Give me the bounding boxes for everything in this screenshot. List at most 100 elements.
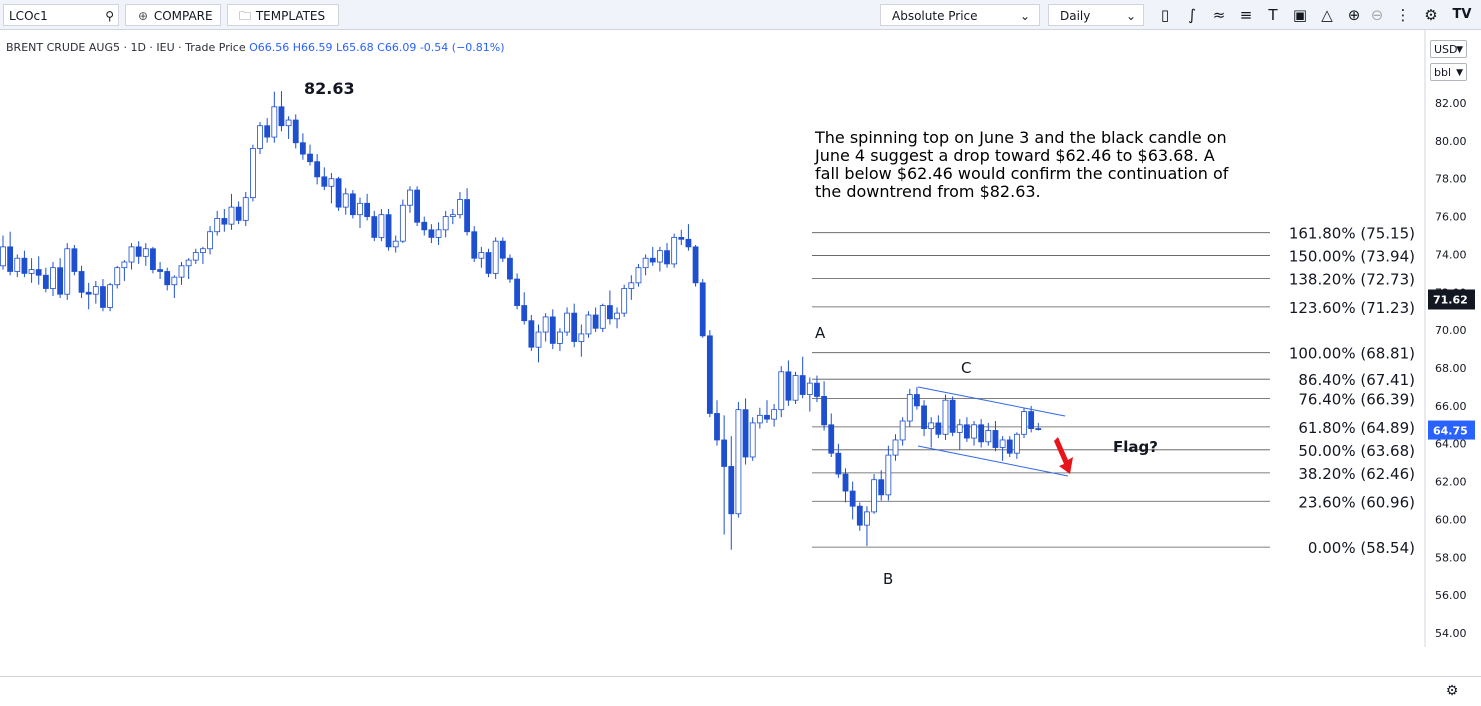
y-tick-label: 70.00 <box>1435 324 1467 337</box>
candle-body <box>321 176 328 187</box>
candle-body <box>78 271 85 293</box>
compare-label: COMPARE <box>153 9 213 23</box>
templates-button[interactable]: 🗀 TEMPLATES <box>227 4 339 26</box>
candle-body <box>564 312 570 333</box>
candle-body <box>85 291 92 295</box>
fib-level-label: 61.80% (64.89) <box>1298 419 1415 437</box>
candle-body <box>785 371 792 401</box>
y-tick-label: 62.00 <box>1435 476 1467 489</box>
candle-body <box>728 466 735 515</box>
candle-body <box>178 265 185 278</box>
candle-body <box>978 424 985 443</box>
candle-body <box>849 490 856 507</box>
candle-body <box>649 257 656 263</box>
candle-body <box>42 274 49 289</box>
candle-body <box>656 250 663 263</box>
candle-body <box>92 286 99 295</box>
candle-body <box>706 335 713 414</box>
y-tick-label: 56.00 <box>1435 589 1467 602</box>
candle-body <box>835 452 842 475</box>
y-tick-label: 68.00 <box>1435 362 1467 375</box>
currency-select[interactable]: USD ▼ <box>1430 40 1467 58</box>
fib-level-label: 86.40% (67.41) <box>1298 371 1415 389</box>
candle-body <box>435 229 442 238</box>
price-chart[interactable]: 82.0080.0078.0076.0074.0072.0070.0068.00… <box>0 30 1481 676</box>
candle-body <box>14 257 21 272</box>
candle-body <box>956 424 963 433</box>
candle-body <box>949 399 956 433</box>
candle-body <box>499 240 506 259</box>
fib-level-label: 161.80% (75.15) <box>1289 225 1415 243</box>
candle-body <box>50 267 56 289</box>
candle-body <box>749 422 756 458</box>
candle-body <box>671 237 678 265</box>
candle-body <box>842 473 849 492</box>
plus-circle-icon: ⊕ <box>137 9 149 23</box>
candle-body <box>100 286 106 308</box>
indicator-icon[interactable]: ∫ <box>1188 6 1196 24</box>
candle-body <box>171 276 178 286</box>
y-tick-label: 76.00 <box>1435 211 1467 224</box>
top-toolbar: LCOc1 ⚲ ⊕ COMPARE 🗀 TEMPLATES Absolute P… <box>0 0 1481 30</box>
wave-icon[interactable]: ≈ <box>1212 6 1226 24</box>
candle-body <box>714 413 720 441</box>
candles-icon[interactable]: ▯ <box>1160 6 1170 24</box>
candle-body <box>985 430 992 443</box>
candle-body <box>57 267 64 295</box>
zoom-out-icon[interactable]: ⊖ <box>1370 6 1384 24</box>
candle-body <box>385 214 392 248</box>
compare-button[interactable]: ⊕ COMPARE <box>125 4 221 26</box>
flag-lower-line <box>917 445 1069 477</box>
candle-body <box>342 193 349 208</box>
candle-body <box>621 288 628 314</box>
candle-body <box>964 424 970 439</box>
fib-level-label: 123.60% (71.23) <box>1289 299 1415 317</box>
candle-body <box>756 414 763 424</box>
templates-label: TEMPLATES <box>255 9 326 23</box>
candle-body <box>278 106 285 127</box>
symbol-search-field[interactable]: LCOc1 ⚲ <box>3 4 119 26</box>
candle-body <box>307 153 313 163</box>
text-tool-icon[interactable]: T <box>1268 6 1278 24</box>
candle-body <box>421 221 428 231</box>
down-arrow-icon <box>1054 437 1073 474</box>
axis-settings-icon[interactable]: ⚙ <box>1445 683 1459 699</box>
node-icon[interactable]: ▣ <box>1292 6 1308 24</box>
unit-select[interactable]: bbl ▼ <box>1430 63 1467 81</box>
candle-body <box>914 394 920 407</box>
candle-body <box>157 269 163 272</box>
tv-logo[interactable]: TV <box>1452 7 1472 22</box>
candle-body <box>514 278 520 306</box>
price-type-select[interactable]: Absolute Price ⌄ <box>880 4 1040 26</box>
zoom-in-icon[interactable]: ⊕ <box>1347 6 1361 24</box>
candle-body <box>292 119 299 144</box>
marked-price-tag <box>1428 289 1475 310</box>
chevron-down-icon: ⌄ <box>1125 9 1136 23</box>
fib-level-label: 50.00% (63.68) <box>1298 442 1415 460</box>
candle-body <box>0 246 6 267</box>
last-price-label: 64.75 <box>1433 425 1468 438</box>
legend-close: C66.09 <box>377 41 417 54</box>
candle-body <box>821 396 827 426</box>
candle-body <box>806 382 813 395</box>
fib-level-label: 100.00% (68.81) <box>1289 345 1415 363</box>
pattern-icon[interactable]: △ <box>1321 6 1333 24</box>
candle-body <box>328 178 335 187</box>
interval-select[interactable]: Daily ⌄ <box>1048 4 1144 26</box>
candle-body <box>771 409 778 420</box>
y-tick-label: 78.00 <box>1435 173 1467 186</box>
legend-change: -0.54 (−0.81%) <box>419 41 505 54</box>
candle-body <box>1028 411 1035 429</box>
settings-icon[interactable]: ⚙ <box>1424 6 1438 24</box>
more-icon[interactable]: ⋮ <box>1395 6 1411 24</box>
candle-body <box>635 267 642 284</box>
fib-level-label: 76.40% (66.39) <box>1298 390 1415 408</box>
candle-body <box>507 257 513 280</box>
candle-body <box>35 269 42 276</box>
candle-body <box>414 189 421 223</box>
fib-icon[interactable]: ≡ <box>1239 6 1253 24</box>
y-tick-label: 80.00 <box>1435 135 1467 148</box>
search-icon[interactable]: ⚲ <box>105 9 114 23</box>
candle-body <box>549 316 556 344</box>
y-tick-label: 60.00 <box>1435 513 1467 526</box>
